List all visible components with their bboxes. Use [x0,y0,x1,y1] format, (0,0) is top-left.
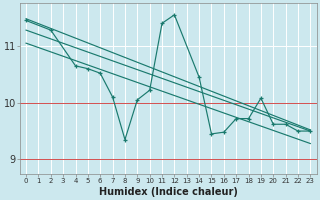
X-axis label: Humidex (Indice chaleur): Humidex (Indice chaleur) [99,187,238,197]
